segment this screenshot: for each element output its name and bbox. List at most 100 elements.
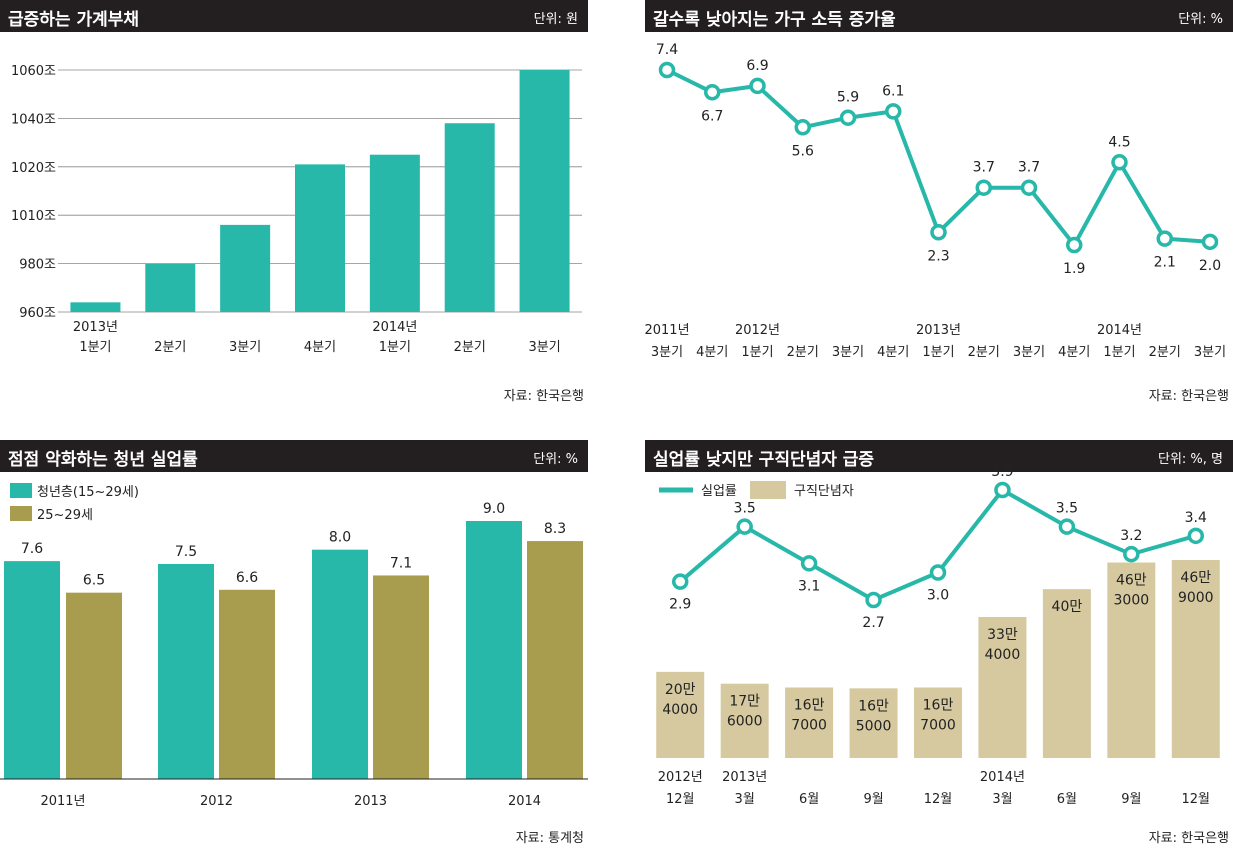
bar: [4, 561, 60, 779]
x-tick-label: 3월: [992, 792, 1012, 807]
unit-label: 단위: %: [1178, 12, 1223, 27]
x-tick-label: 2011년: [644, 323, 689, 338]
x-tick-label: 1분기: [79, 340, 111, 355]
data-point: [994, 481, 1011, 499]
data-label: 7.6: [21, 541, 43, 557]
data-label: 4000: [662, 702, 698, 718]
panel-title: 갈수록 낮아지는 가구 소득 증가율: [653, 10, 896, 30]
bar: [70, 302, 121, 312]
bar: [849, 688, 898, 758]
x-tick-label: 2014년: [372, 320, 417, 335]
y-tick-label: 1040조: [11, 112, 56, 127]
data-label: 3.7: [1018, 160, 1040, 176]
y-tick-label: 1020조: [11, 161, 56, 176]
x-tick-label: 4분기: [1058, 345, 1090, 360]
data-point: [671, 573, 689, 590]
bar: [444, 123, 495, 313]
data-label: 20만: [665, 682, 696, 698]
data-label: 2.0: [1199, 258, 1221, 274]
x-tick-label: 3분기: [832, 345, 864, 360]
data-point: [1123, 545, 1140, 563]
bar: [220, 224, 271, 312]
source-label: 자료: 한국은행: [1148, 389, 1229, 404]
x-tick-label: 2012: [200, 794, 233, 809]
x-tick-label: 2013년: [722, 770, 767, 785]
data-label: 5000: [856, 718, 892, 734]
bar: [914, 687, 962, 758]
x-tick-label: 2분기: [1149, 345, 1181, 360]
household-debt-chart: 960조 980조 1010조 1020조 1040조 1060조 2013년 1분기 2분기 3…: [11, 64, 582, 355]
data-label: 6.6: [236, 570, 258, 586]
bar: [295, 164, 345, 312]
panel-title: 급증하는 가계부채: [8, 10, 140, 30]
data-label: 1.9: [1063, 261, 1085, 277]
data-point: [885, 103, 902, 120]
y-tick-label: 960조: [19, 306, 56, 321]
legend-label: 구직단념자: [794, 484, 854, 499]
data-point: [1156, 230, 1173, 247]
x-tick-label: 2013년: [73, 320, 118, 335]
bar: [219, 589, 275, 779]
data-label: 33만: [987, 627, 1018, 643]
legend-label: 25~29세: [37, 508, 93, 523]
source-label: 자료: 한국은행: [503, 389, 584, 404]
data-point: [794, 119, 811, 136]
legend-label: 실업률: [701, 484, 737, 499]
bar: [978, 616, 1027, 758]
x-tick-label: 2014년: [1097, 323, 1142, 338]
data-label: 7.4: [656, 42, 678, 58]
y-tick-label: 1060조: [11, 64, 56, 79]
unit-label: 단위: 원: [533, 12, 578, 27]
data-label: 3.0: [927, 588, 949, 604]
data-label: 5.6: [792, 143, 814, 159]
data-label: 3.5: [1056, 501, 1078, 517]
bar: [527, 541, 583, 779]
income-growth-panel: 갈수록 낮아지는 가구 소득 증가율 단위: % 7.4 6.7 6.9 5.6 5.9…: [644, 0, 1233, 420]
data-label: 46만: [1180, 570, 1211, 586]
data-point: [1020, 179, 1038, 196]
income-growth-chart: 7.4 6.7 6.9 5.6 5.9 6.1 2.3 3.7 3.7 1.9 4.5 2.1 2.0 2…: [644, 42, 1226, 360]
source-label: 자료: 한국은행: [1148, 831, 1229, 846]
x-tick-label: 2013: [354, 794, 387, 809]
x-tick-label: 2분기: [968, 345, 1000, 360]
panel-title: 실업률 낮지만 구직단념자 급증: [653, 450, 875, 470]
data-point: [975, 179, 992, 196]
data-label: 3.7: [973, 160, 995, 176]
x-tick-label: 3월: [735, 792, 755, 807]
data-label: 7.1: [390, 555, 412, 571]
data-label: 8.0: [329, 530, 351, 546]
bar: [519, 70, 570, 312]
x-tick-label: 1분기: [1103, 345, 1135, 360]
panel-header: 갈수록 낮아지는 가구 소득 증가율 단위: %: [645, 0, 1233, 32]
bar: [369, 154, 420, 312]
household-debt-panel: 급증하는 가계부채 단위: 원 960조 980조 1010조 1020조 1040조 1…: [0, 0, 588, 420]
data-label: 2.1: [1154, 255, 1176, 271]
panel-header: 점점 악화하는 청년 실업률 단위: %: [0, 440, 588, 472]
legend-swatch: [750, 481, 786, 499]
x-tick-label: 2012년: [658, 770, 703, 785]
x-tick-label: 2011년: [40, 794, 85, 809]
panel-header: 실업률 낮지만 구직단념자 급증 단위: %, 명: [645, 440, 1233, 472]
data-label: 4.5: [1108, 134, 1130, 150]
data-label: 6.7: [701, 108, 723, 124]
data-point: [1187, 527, 1205, 545]
bar: [656, 671, 705, 758]
bar: [466, 521, 522, 779]
data-label: 3.4: [1185, 510, 1207, 526]
y-tick-label: 1010조: [11, 209, 56, 224]
x-tick-label: 1분기: [922, 345, 954, 360]
data-label: 6.9: [746, 58, 768, 74]
data-label: 16만: [794, 697, 825, 713]
data-label: 6000: [727, 714, 763, 730]
data-label: 46만: [1116, 573, 1147, 589]
data-label: 40만: [1052, 599, 1083, 615]
bar: [312, 549, 368, 779]
data-label: 3.5: [734, 501, 756, 517]
youth-unemployment-panel: 점점 악화하는 청년 실업률 단위: % 청년층(15~29세) 7.6 7.5 8.…: [0, 440, 588, 847]
x-tick-label: 6월: [799, 792, 819, 807]
data-label: 7000: [791, 717, 827, 733]
data-point: [839, 109, 857, 126]
data-label: 8.3: [544, 521, 566, 537]
x-tick-label: 4분기: [304, 340, 336, 355]
x-tick-label: 3분기: [229, 340, 261, 355]
